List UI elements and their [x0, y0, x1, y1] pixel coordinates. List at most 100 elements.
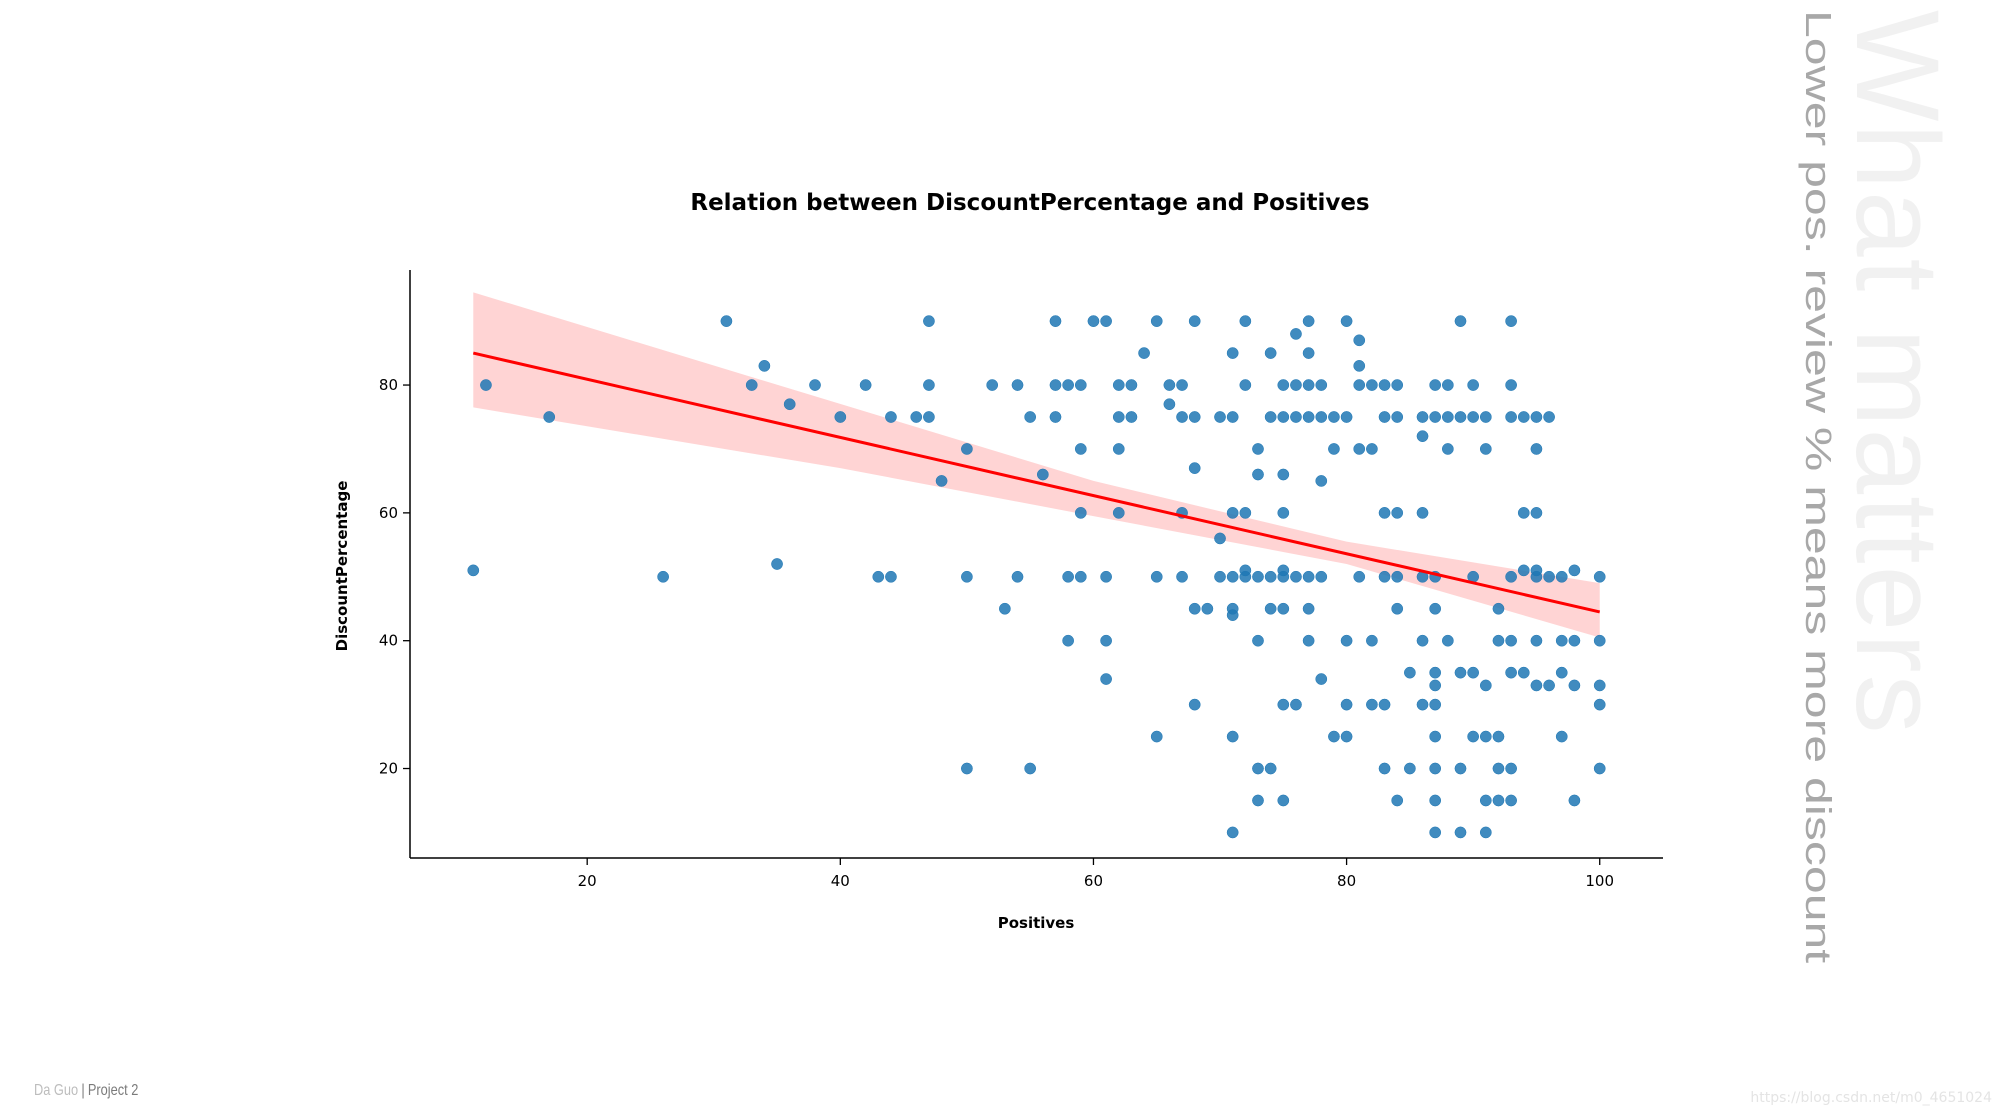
scatter-point-141	[1378, 698, 1391, 711]
scatter-point-220	[1568, 634, 1581, 647]
scatter-point-101	[1277, 698, 1290, 711]
scatter-point-88	[1252, 794, 1264, 807]
scatter-point-174	[1454, 666, 1467, 679]
scatter-point-150	[1404, 762, 1416, 775]
scatter-point-57	[1176, 379, 1188, 391]
scatter-point-49	[1125, 379, 1138, 391]
scatter-point-97	[1277, 507, 1290, 519]
scatter-point-125	[1340, 634, 1353, 647]
confidence-band-layer	[473, 292, 1600, 638]
scatter-point-210	[1530, 634, 1543, 647]
scatter-point-33	[1062, 379, 1074, 391]
scatter-point-152	[1416, 430, 1429, 443]
scatter-point-115	[1315, 379, 1328, 391]
scatter-point-163	[1429, 698, 1442, 711]
scatter-point-4	[720, 315, 733, 327]
scatter-point-223	[1593, 570, 1606, 583]
scatter-point-206	[1530, 443, 1543, 455]
scatter-point-19	[935, 475, 948, 487]
scatter-point-25	[1011, 379, 1024, 391]
scatter-point-7	[771, 558, 783, 570]
scatter-point-198	[1505, 666, 1517, 679]
scatter-point-173	[1454, 411, 1467, 423]
scatter-point-75	[1226, 609, 1239, 621]
scatter-point-13	[885, 411, 897, 423]
scatter-point-56	[1163, 398, 1176, 411]
regression-line	[472, 351, 1601, 614]
scatter-point-17	[923, 379, 935, 391]
scatter-point-78	[1239, 315, 1252, 327]
scatter-point-203	[1517, 564, 1530, 577]
scatter-point-219	[1568, 564, 1581, 577]
y-ticks: 20 40 60 80	[379, 376, 410, 778]
scatter-point-157	[1429, 379, 1442, 391]
scatter-points-layer	[467, 315, 1606, 839]
chart-title: Relation between DiscountPercentage and …	[690, 190, 1369, 216]
scatter-point-187	[1479, 826, 1492, 839]
scatter-point-192	[1492, 794, 1505, 807]
scatter-point-34	[1062, 570, 1074, 583]
scatter-point-40	[1087, 315, 1100, 327]
scatter-point-200	[1505, 794, 1517, 807]
scatter-point-196	[1505, 570, 1517, 583]
scatter-point-225	[1593, 679, 1606, 692]
scatter-point-185	[1479, 730, 1492, 743]
scatter-point-170	[1441, 443, 1454, 455]
scatter-point-119	[1315, 673, 1328, 685]
scatter-point-96	[1277, 468, 1290, 481]
scatter-point-60	[1176, 570, 1188, 583]
scatter-point-193	[1505, 315, 1517, 327]
scatter-point-183	[1479, 443, 1492, 455]
scatter-point-83	[1252, 443, 1264, 455]
scatter-point-180	[1467, 666, 1480, 679]
scatter-point-92	[1264, 602, 1277, 615]
regression-line-layer	[472, 351, 1601, 614]
scatter-point-45	[1112, 379, 1125, 391]
scatter-point-5	[745, 379, 758, 391]
scatter-point-10	[834, 411, 847, 423]
scatter-point-65	[1188, 698, 1201, 711]
scatter-point-30	[1049, 315, 1062, 327]
scatter-point-53	[1150, 570, 1163, 583]
scatter-point-175	[1454, 762, 1467, 775]
scatter-point-2	[543, 411, 556, 423]
scatter-point-69	[1214, 570, 1226, 583]
scatter-point-153	[1416, 507, 1429, 519]
scatter-point-112	[1302, 570, 1315, 583]
scatter-point-134	[1366, 443, 1378, 455]
scatter-point-24	[999, 602, 1011, 615]
scatter-point-70	[1226, 347, 1239, 359]
scatter-point-54	[1150, 730, 1163, 743]
footer-author: Da Guo	[34, 1082, 79, 1099]
footer-credit: Da Guo | Project 2	[34, 1082, 138, 1100]
x-tick-label-40: 40	[831, 872, 850, 890]
scatter-point-91	[1264, 570, 1277, 583]
scatter-point-104	[1290, 379, 1302, 391]
scatter-point-37	[1074, 443, 1087, 455]
y-axis-label: DiscountPercentage	[333, 481, 351, 652]
scatter-point-38	[1074, 507, 1087, 519]
scatter-point-222	[1568, 794, 1581, 807]
scatter-point-67	[1214, 411, 1226, 423]
scatter-point-51	[1138, 347, 1150, 359]
scatter-point-107	[1290, 698, 1302, 711]
scatter-point-99	[1277, 570, 1290, 583]
scatter-point-216	[1555, 634, 1568, 647]
y-tick-label-40: 40	[379, 632, 398, 650]
y-tick-label-60: 60	[379, 504, 398, 522]
scatter-point-162	[1429, 679, 1442, 692]
scatter-point-41	[1100, 315, 1112, 327]
scatter-point-21	[961, 570, 973, 583]
scatter-point-110	[1302, 379, 1315, 391]
scatter-point-197	[1505, 634, 1517, 647]
scatter-point-22	[961, 762, 973, 775]
scatter-point-201	[1517, 411, 1530, 423]
scatter-point-68	[1214, 532, 1226, 545]
scatter-point-124	[1340, 411, 1353, 423]
scatter-point-128	[1353, 334, 1366, 347]
scatter-point-204	[1517, 666, 1530, 679]
scatter-point-6	[758, 360, 771, 372]
scatter-point-32	[1049, 411, 1062, 423]
scatter-point-131	[1353, 443, 1366, 455]
scatter-point-166	[1429, 794, 1442, 807]
